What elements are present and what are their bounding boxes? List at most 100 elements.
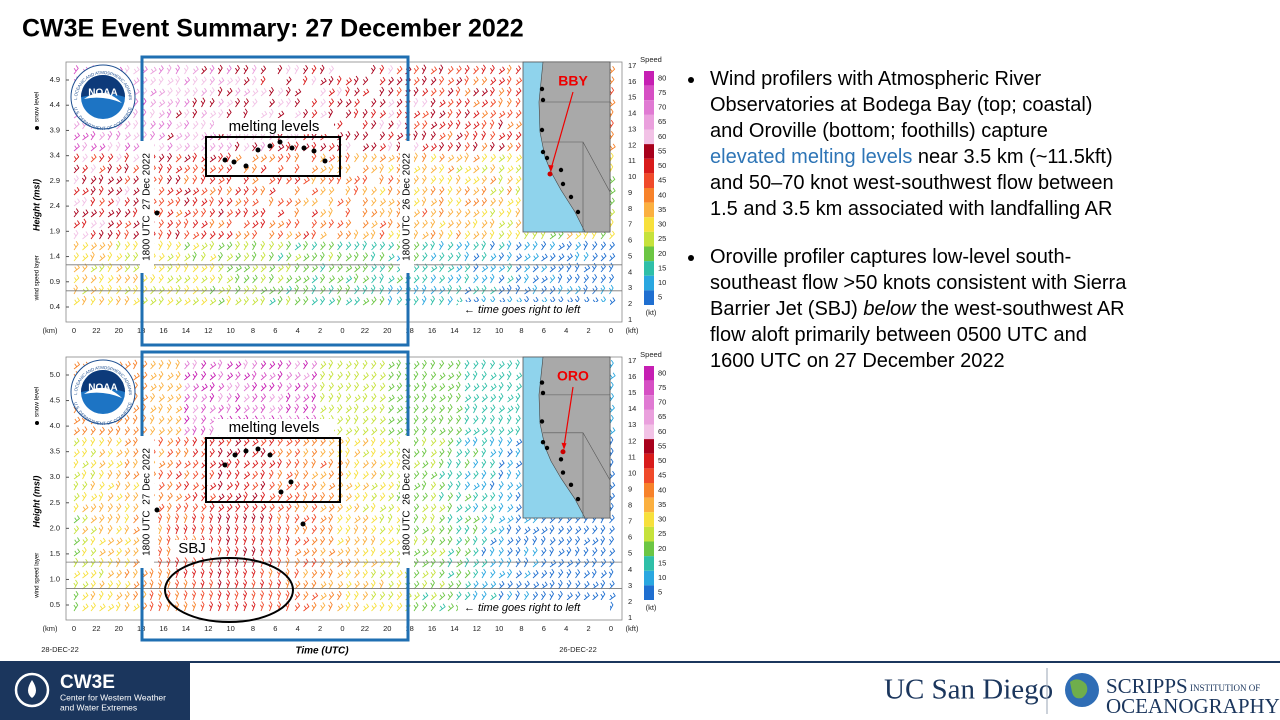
wind-barbs bbox=[464, 240, 616, 306]
y-tick-label: 4.9 bbox=[50, 75, 60, 84]
cw3e-drop bbox=[28, 680, 36, 698]
x-tick-label: 2 bbox=[318, 326, 322, 335]
y-tick-label: 2.0 bbox=[50, 523, 60, 532]
bullet-line: Oroville profiler captures low-level sou… bbox=[710, 246, 1071, 268]
colorbar-swatch bbox=[644, 129, 654, 145]
bullet-segment: the west-southwest AR bbox=[916, 298, 1125, 320]
colorbar-swatch bbox=[644, 188, 654, 203]
y-tick-label: 1.0 bbox=[50, 574, 60, 583]
kft-tick-label: 15 bbox=[628, 388, 636, 397]
bullet-line: 1.5 and 3.5 km associated with landfalli… bbox=[710, 198, 1112, 220]
speed-unit: (kt) bbox=[646, 603, 657, 612]
y-tick-label: 2.9 bbox=[50, 176, 60, 185]
speed-tick-label: 25 bbox=[658, 234, 666, 243]
date-label-bg bbox=[140, 436, 154, 568]
kft-tick-label: 12 bbox=[628, 140, 636, 149]
kft-tick-label: 10 bbox=[628, 468, 636, 477]
speed-tick-label: 25 bbox=[658, 529, 666, 538]
date-left: 28-DEC-22 bbox=[41, 645, 79, 654]
wind-barbs bbox=[73, 64, 505, 240]
noaa-name: NOAA bbox=[88, 88, 117, 99]
kft-tick-label: 13 bbox=[628, 420, 636, 429]
km-unit: (km) bbox=[43, 624, 58, 633]
bullet-segment: elevated melting levels bbox=[710, 146, 912, 168]
colorbar-swatch bbox=[644, 173, 654, 188]
x-tick-label: 22 bbox=[92, 326, 100, 335]
snow-level-key bbox=[35, 421, 39, 425]
x-tick-label: 10 bbox=[495, 624, 503, 633]
x-tick-label: 0 bbox=[72, 326, 76, 335]
x-tick-label: 12 bbox=[473, 326, 481, 335]
noaa-bird bbox=[84, 387, 122, 398]
speed-tick-label: 20 bbox=[658, 249, 666, 258]
date-label-bg bbox=[400, 436, 414, 568]
x-tick-label: 16 bbox=[428, 624, 436, 633]
speed-tick-label: 20 bbox=[658, 544, 666, 553]
bullet-segment: Oroville profiler captures low-level sou… bbox=[710, 246, 1071, 268]
kft-tick-label: 2 bbox=[628, 597, 632, 606]
scripps-name: OCEANOGRAPHY bbox=[1106, 694, 1280, 718]
melting-dot bbox=[267, 143, 273, 149]
kft-tick-label: 5 bbox=[628, 549, 632, 558]
y-tick-label: 1.9 bbox=[50, 226, 60, 235]
noaa-sky bbox=[81, 75, 125, 97]
speed-tick-label: 45 bbox=[658, 471, 666, 480]
x-tick-label: 12 bbox=[473, 624, 481, 633]
colorbar-swatch bbox=[644, 424, 654, 440]
y-tick-label: 4.4 bbox=[50, 100, 60, 109]
speed-tick-label: 60 bbox=[658, 132, 666, 141]
colorbar-swatch bbox=[644, 275, 654, 291]
footer: CW3E Center for Western Weather and Wate… bbox=[0, 661, 1280, 720]
cw3e-name: CW3E bbox=[60, 672, 115, 693]
melting-dot bbox=[243, 163, 249, 169]
melting-dot bbox=[311, 148, 317, 154]
colorbar-swatch bbox=[644, 497, 654, 513]
x-tick-label: 14 bbox=[450, 326, 458, 335]
map-site bbox=[539, 419, 545, 424]
bullet-segment: and 50–70 knot west-southwest flow betwe… bbox=[710, 172, 1114, 194]
y-tick-label: 0.9 bbox=[50, 277, 60, 286]
note-bg bbox=[458, 600, 610, 615]
map-arrow bbox=[563, 386, 574, 447]
colorbar-swatch bbox=[644, 439, 654, 454]
x-tick-label: 22 bbox=[92, 624, 100, 633]
map-site bbox=[560, 470, 566, 475]
site-label: ORO bbox=[557, 368, 589, 384]
colorbar-swatch bbox=[644, 556, 654, 571]
colorbar-swatch bbox=[644, 585, 654, 600]
x-tick-label: 0 bbox=[609, 326, 613, 335]
bullet-line: and 50–70 knot west-southwest flow betwe… bbox=[710, 172, 1114, 194]
melting-dot bbox=[231, 159, 237, 165]
speed-tick-label: 80 bbox=[658, 368, 666, 377]
bullet-line: Observatories at Bodega Bay (top; coasta… bbox=[710, 94, 1092, 116]
kft-tick-label: 1 bbox=[628, 315, 632, 324]
kft-tick-label: 7 bbox=[628, 220, 632, 229]
date-right: 26-DEC-22 bbox=[559, 645, 597, 654]
melting-dot bbox=[243, 448, 249, 454]
x-tick-label: 8 bbox=[519, 326, 523, 335]
speed-tick-label: 15 bbox=[658, 263, 666, 272]
y-tick-label: 0.4 bbox=[50, 302, 60, 311]
x-tick-label: 6 bbox=[542, 624, 546, 633]
speed-tick-label: 10 bbox=[658, 278, 666, 287]
x-axis-title: Time (UTC) bbox=[295, 646, 349, 657]
kft-tick-label: 17 bbox=[628, 61, 636, 70]
kft-tick-label: 3 bbox=[628, 283, 632, 292]
kft-tick-label: 9 bbox=[628, 484, 632, 493]
map-site bbox=[539, 86, 545, 92]
x-tick-label: 2 bbox=[587, 624, 591, 633]
kft-tick-label: 9 bbox=[628, 188, 632, 197]
date-label-bg bbox=[140, 141, 154, 273]
bullet-dot bbox=[688, 255, 694, 261]
speed-tick-label: 75 bbox=[658, 383, 666, 392]
scripps-name: SCRIPPS bbox=[1106, 674, 1188, 698]
bullet-line: southeast flow >50 knots consistent with… bbox=[710, 272, 1127, 294]
slide-title: CW3E Event Summary: 27 December 2022 bbox=[22, 15, 524, 43]
x-tick-label: 16 bbox=[159, 326, 167, 335]
colorbar-swatch bbox=[644, 231, 654, 247]
profiler-panel: 4.94.43.93.42.92.41.91.40.90.41716151413… bbox=[0, 0, 666, 347]
kft-tick-label: 4 bbox=[628, 267, 632, 276]
y-tick-label: 1.5 bbox=[50, 549, 60, 558]
kft-tick-label: 1 bbox=[628, 613, 632, 622]
speed-tick-label: 50 bbox=[658, 456, 666, 465]
